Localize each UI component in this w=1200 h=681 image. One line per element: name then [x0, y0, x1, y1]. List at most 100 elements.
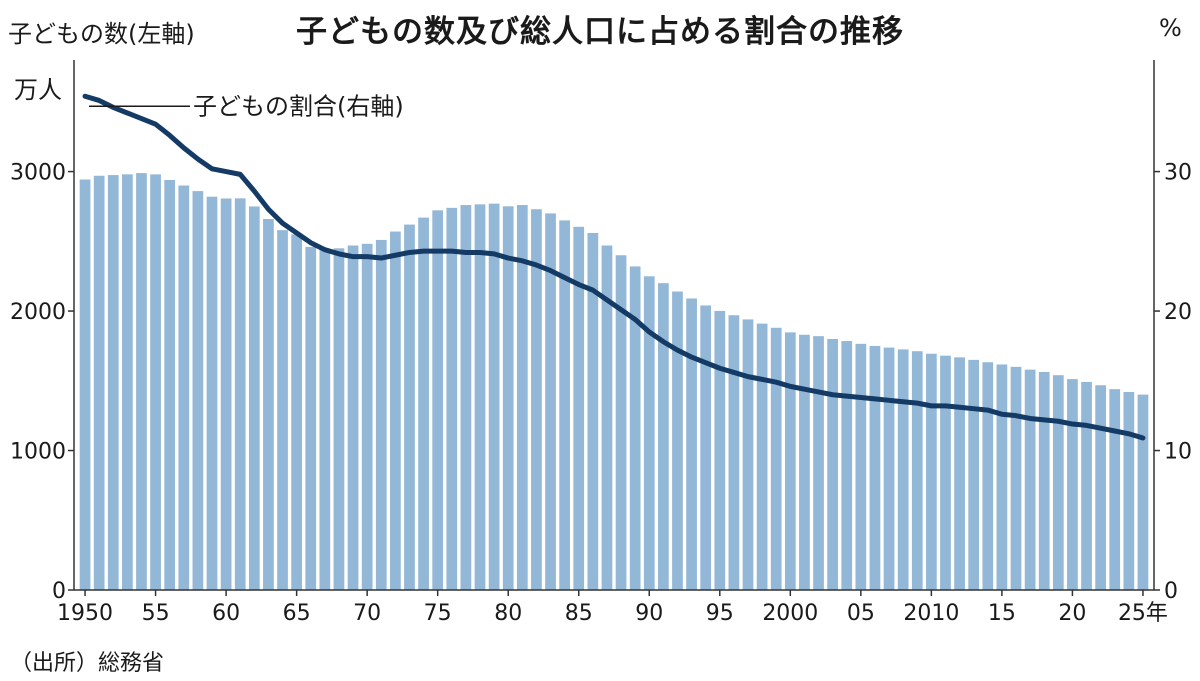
right-tick-label: 10	[1164, 440, 1192, 465]
bar-1976	[446, 207, 458, 590]
bar-2018	[1038, 372, 1050, 590]
ratio-line	[82, 93, 1146, 441]
bar-1975	[432, 210, 444, 590]
bar-1994	[700, 305, 712, 590]
bar-2007	[883, 347, 895, 590]
bar-1957	[178, 185, 190, 590]
bar-1974	[418, 217, 429, 591]
bar-1963	[263, 219, 274, 590]
bar-1981	[516, 205, 528, 591]
source-note: （出所）総務省	[10, 651, 165, 676]
bar-1996	[728, 315, 740, 590]
bar-1966	[305, 246, 317, 590]
x-tick-label: 75	[424, 601, 452, 626]
bar-1970	[361, 243, 373, 590]
bar-2004	[841, 341, 853, 590]
bar-2006	[869, 345, 881, 590]
bar-series	[79, 173, 1149, 591]
bar-2009	[911, 351, 923, 590]
bar-1958	[192, 191, 204, 591]
bar-2005	[855, 343, 867, 590]
bar-1984	[559, 220, 570, 590]
bar-2016	[1010, 366, 1022, 590]
x-tick-label: 20	[1058, 601, 1086, 626]
bar-1960	[220, 198, 232, 590]
chart-title: 子どもの数及び総人口に占める割合の推移	[296, 14, 904, 50]
bar-1951	[93, 175, 105, 590]
bar-1987	[601, 245, 613, 590]
bar-1993	[686, 298, 697, 590]
bar-2022	[1095, 385, 1106, 590]
bar-1990	[643, 276, 655, 590]
bar-2015	[996, 364, 1008, 590]
bar-1954	[136, 173, 147, 591]
axes	[73, 60, 1155, 591]
bar-1964	[277, 230, 288, 590]
x-tick-label: 90	[635, 601, 663, 626]
bar-1969	[347, 245, 359, 590]
bar-1986	[587, 232, 599, 590]
bar-1952	[107, 175, 119, 590]
bar-1977	[460, 205, 472, 591]
bar-1989	[629, 266, 641, 590]
bar-1962	[248, 206, 260, 590]
bar-1982	[531, 209, 542, 591]
left-tick-label: 0	[52, 579, 66, 604]
bar-2001	[799, 334, 810, 590]
bar-1991	[658, 283, 669, 590]
bar-2025	[1137, 394, 1149, 590]
bar-1971	[375, 239, 387, 591]
bar-2020	[1067, 379, 1078, 590]
bar-1968	[333, 248, 345, 591]
bar-1961	[234, 198, 246, 591]
bar-1999	[770, 327, 782, 590]
x-tick-label: 65	[283, 601, 311, 626]
bar-2000	[784, 332, 796, 590]
bar-1965	[291, 234, 302, 590]
bar-1950	[79, 179, 91, 590]
bar-2013	[968, 359, 980, 590]
x-tick-label: 60	[212, 601, 240, 626]
x-tick-label: 05	[847, 601, 875, 626]
x-tick-label: 95	[706, 601, 734, 626]
bar-2010	[926, 353, 937, 590]
bar-2012	[954, 357, 965, 590]
x-tick-label: 85	[565, 601, 593, 626]
bar-1973	[404, 224, 415, 590]
bar-2011	[940, 355, 951, 590]
left-tick-label: 1000	[10, 440, 66, 465]
bar-1980	[502, 206, 514, 590]
bar-1956	[164, 179, 176, 590]
left-tick-label: 3000	[10, 161, 66, 186]
bar-1953	[122, 174, 133, 590]
bar-2003	[827, 338, 838, 590]
bar-2008	[897, 349, 909, 590]
left-axis-label: 子どもの数(左軸)	[8, 20, 195, 48]
right-tick-label: 0	[1164, 579, 1178, 604]
x-tick-label: 1950	[57, 601, 113, 626]
bar-2023	[1109, 389, 1121, 590]
bar-1992	[672, 291, 683, 590]
right-tick-label: 30	[1164, 161, 1192, 186]
x-tick-label: 2000	[762, 601, 818, 626]
bar-2021	[1081, 381, 1092, 590]
left-axis-unit: 万人	[14, 76, 62, 104]
bar-1983	[545, 213, 556, 591]
bar-1978	[474, 204, 486, 591]
left-tick-label: 2000	[10, 300, 66, 325]
x-tick-label: 70	[353, 601, 381, 626]
bar-2019	[1052, 375, 1064, 590]
x-tick-label: 80	[494, 601, 522, 626]
annotation-label: 子どもの割合(右軸)	[193, 92, 404, 120]
bar-1988	[615, 255, 627, 590]
bar-1979	[488, 203, 500, 590]
bar-1959	[206, 196, 218, 590]
bar-1972	[390, 231, 401, 591]
right-axis-ticks: 0 10 20 30	[1154, 161, 1192, 604]
bar-1967	[319, 249, 331, 590]
x-axis-ticks: 1950 55 60 65 70 75 80 85 90 95 2000 05 2010 15 20 25年	[57, 590, 1168, 626]
right-tick-label: 20	[1164, 300, 1192, 325]
bar-2024	[1123, 391, 1135, 590]
bar-1985	[573, 226, 585, 590]
bar-1955	[150, 174, 161, 590]
